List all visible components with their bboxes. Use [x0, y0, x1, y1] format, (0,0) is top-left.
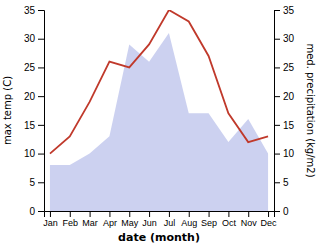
tick-mark [274, 182, 280, 183]
tick-mark [274, 154, 280, 155]
tick-mark [38, 125, 44, 126]
y-tick: 5 [29, 177, 44, 188]
axis-line [275, 11, 281, 212]
tick-mark [274, 125, 280, 126]
y-tick: 30 [274, 33, 295, 44]
tick-label: 10 [24, 148, 36, 159]
tick-label: 5 [29, 177, 35, 188]
y-tick: 20 [274, 91, 295, 102]
tick-mark [209, 211, 210, 217]
y-tick: 15 [24, 120, 44, 131]
tick-label: 15 [24, 120, 36, 131]
tick-label: May [121, 218, 139, 228]
tick-mark [90, 211, 91, 217]
y-tick: 20 [24, 91, 44, 102]
tick-label: 30 [24, 33, 36, 44]
tick-label: Jan [43, 218, 58, 228]
tick-label: Sep [201, 218, 217, 228]
tick-mark [38, 154, 44, 155]
tick-label: Aug [181, 218, 197, 228]
x-tick: Jan [43, 211, 58, 228]
tick-label: Dec [261, 218, 278, 228]
tick-mark [274, 39, 280, 40]
tick-mark [268, 211, 269, 217]
tick-mark [38, 182, 44, 183]
tick-mark [38, 211, 44, 212]
tick-label: Oct [222, 218, 237, 228]
x-tick: Sep [201, 211, 217, 228]
y-tick: 5 [274, 177, 289, 188]
y2-axis: 0 5 10 15 20 25 30 35 [274, 5, 295, 217]
tick-mark [274, 211, 280, 212]
tick-mark [109, 211, 110, 217]
x-tick: Aug [181, 211, 197, 228]
x-tick: Jun [142, 211, 157, 228]
tick-label: 20 [283, 91, 295, 102]
tick-label: 5 [283, 177, 289, 188]
y2-axis-title: med. precipitation (kg/m2) [305, 43, 316, 177]
tick-label: 20 [24, 91, 36, 102]
y-tick: 15 [274, 120, 295, 131]
tick-mark [274, 10, 280, 11]
y-tick: 10 [274, 148, 295, 159]
y-tick: 25 [274, 62, 295, 73]
tick-label: Jun [142, 218, 157, 228]
tick-label: 25 [283, 62, 295, 73]
tick-label: 0 [29, 206, 35, 217]
axis-line [45, 212, 275, 218]
tick-label: 35 [24, 5, 36, 16]
tick-mark [228, 211, 229, 217]
tick-mark [38, 10, 44, 11]
tick-label: Apr [103, 218, 117, 228]
tick-mark [189, 211, 190, 217]
tick-mark [248, 211, 249, 217]
y-tick: 35 [24, 5, 44, 16]
x-tick: Nov [241, 211, 258, 228]
tick-label: 30 [283, 33, 295, 44]
y-tick: 25 [24, 62, 44, 73]
tick-label: 25 [24, 62, 36, 73]
tick-label: 15 [283, 120, 295, 131]
tick-label: 35 [283, 5, 295, 16]
plot: Jan FebMar Apr MayJun Jul Aug Sep Oct NovDec 0 5 10… [24, 5, 295, 229]
tick-label: 10 [283, 148, 295, 159]
y-tick: 30 [24, 33, 44, 44]
y-tick: 0 [274, 206, 289, 217]
x-tick: Apr [103, 211, 117, 228]
tick-mark [274, 67, 280, 68]
tick-mark [38, 96, 44, 97]
tick-mark [38, 39, 44, 40]
tick-mark [274, 96, 280, 97]
chart: Jan FebMar Apr MayJun Jul Aug Sep Oct NovDec 0 5 10… [0, 0, 318, 247]
axis-line [38, 11, 45, 212]
y-tick: 10 [24, 148, 44, 159]
y-axis-title: max temp (C) [2, 76, 13, 145]
tick-mark [70, 211, 71, 217]
marks [50, 10, 268, 211]
tick-label: Mar [82, 218, 98, 228]
x-tick: May [121, 211, 139, 228]
x-axis: Jan FebMar Apr MayJun Jul Aug Sep Oct NovDec [43, 211, 277, 228]
x-axis-title: date (month) [118, 231, 200, 244]
tick-label: 0 [283, 206, 289, 217]
y-tick: 0 [29, 206, 44, 217]
tick-mark [50, 211, 51, 217]
x-tick: Mar [82, 211, 98, 228]
x-tick: Oct [222, 211, 237, 228]
tick-mark [129, 211, 130, 217]
x-tick: Jul [164, 211, 176, 228]
x-tick: Dec [261, 211, 278, 228]
tick-mark [169, 211, 170, 217]
y-axis: 0 5 10 15 20 25 30 35 [24, 5, 45, 217]
x-tick: Feb [63, 211, 79, 228]
y-tick: 35 [274, 5, 295, 16]
tick-label: Jul [164, 218, 176, 228]
tick-label: Nov [241, 218, 258, 228]
line [50, 10, 268, 154]
tick-mark [38, 67, 44, 68]
tick-mark [149, 211, 150, 217]
tick-label: Feb [63, 218, 79, 228]
